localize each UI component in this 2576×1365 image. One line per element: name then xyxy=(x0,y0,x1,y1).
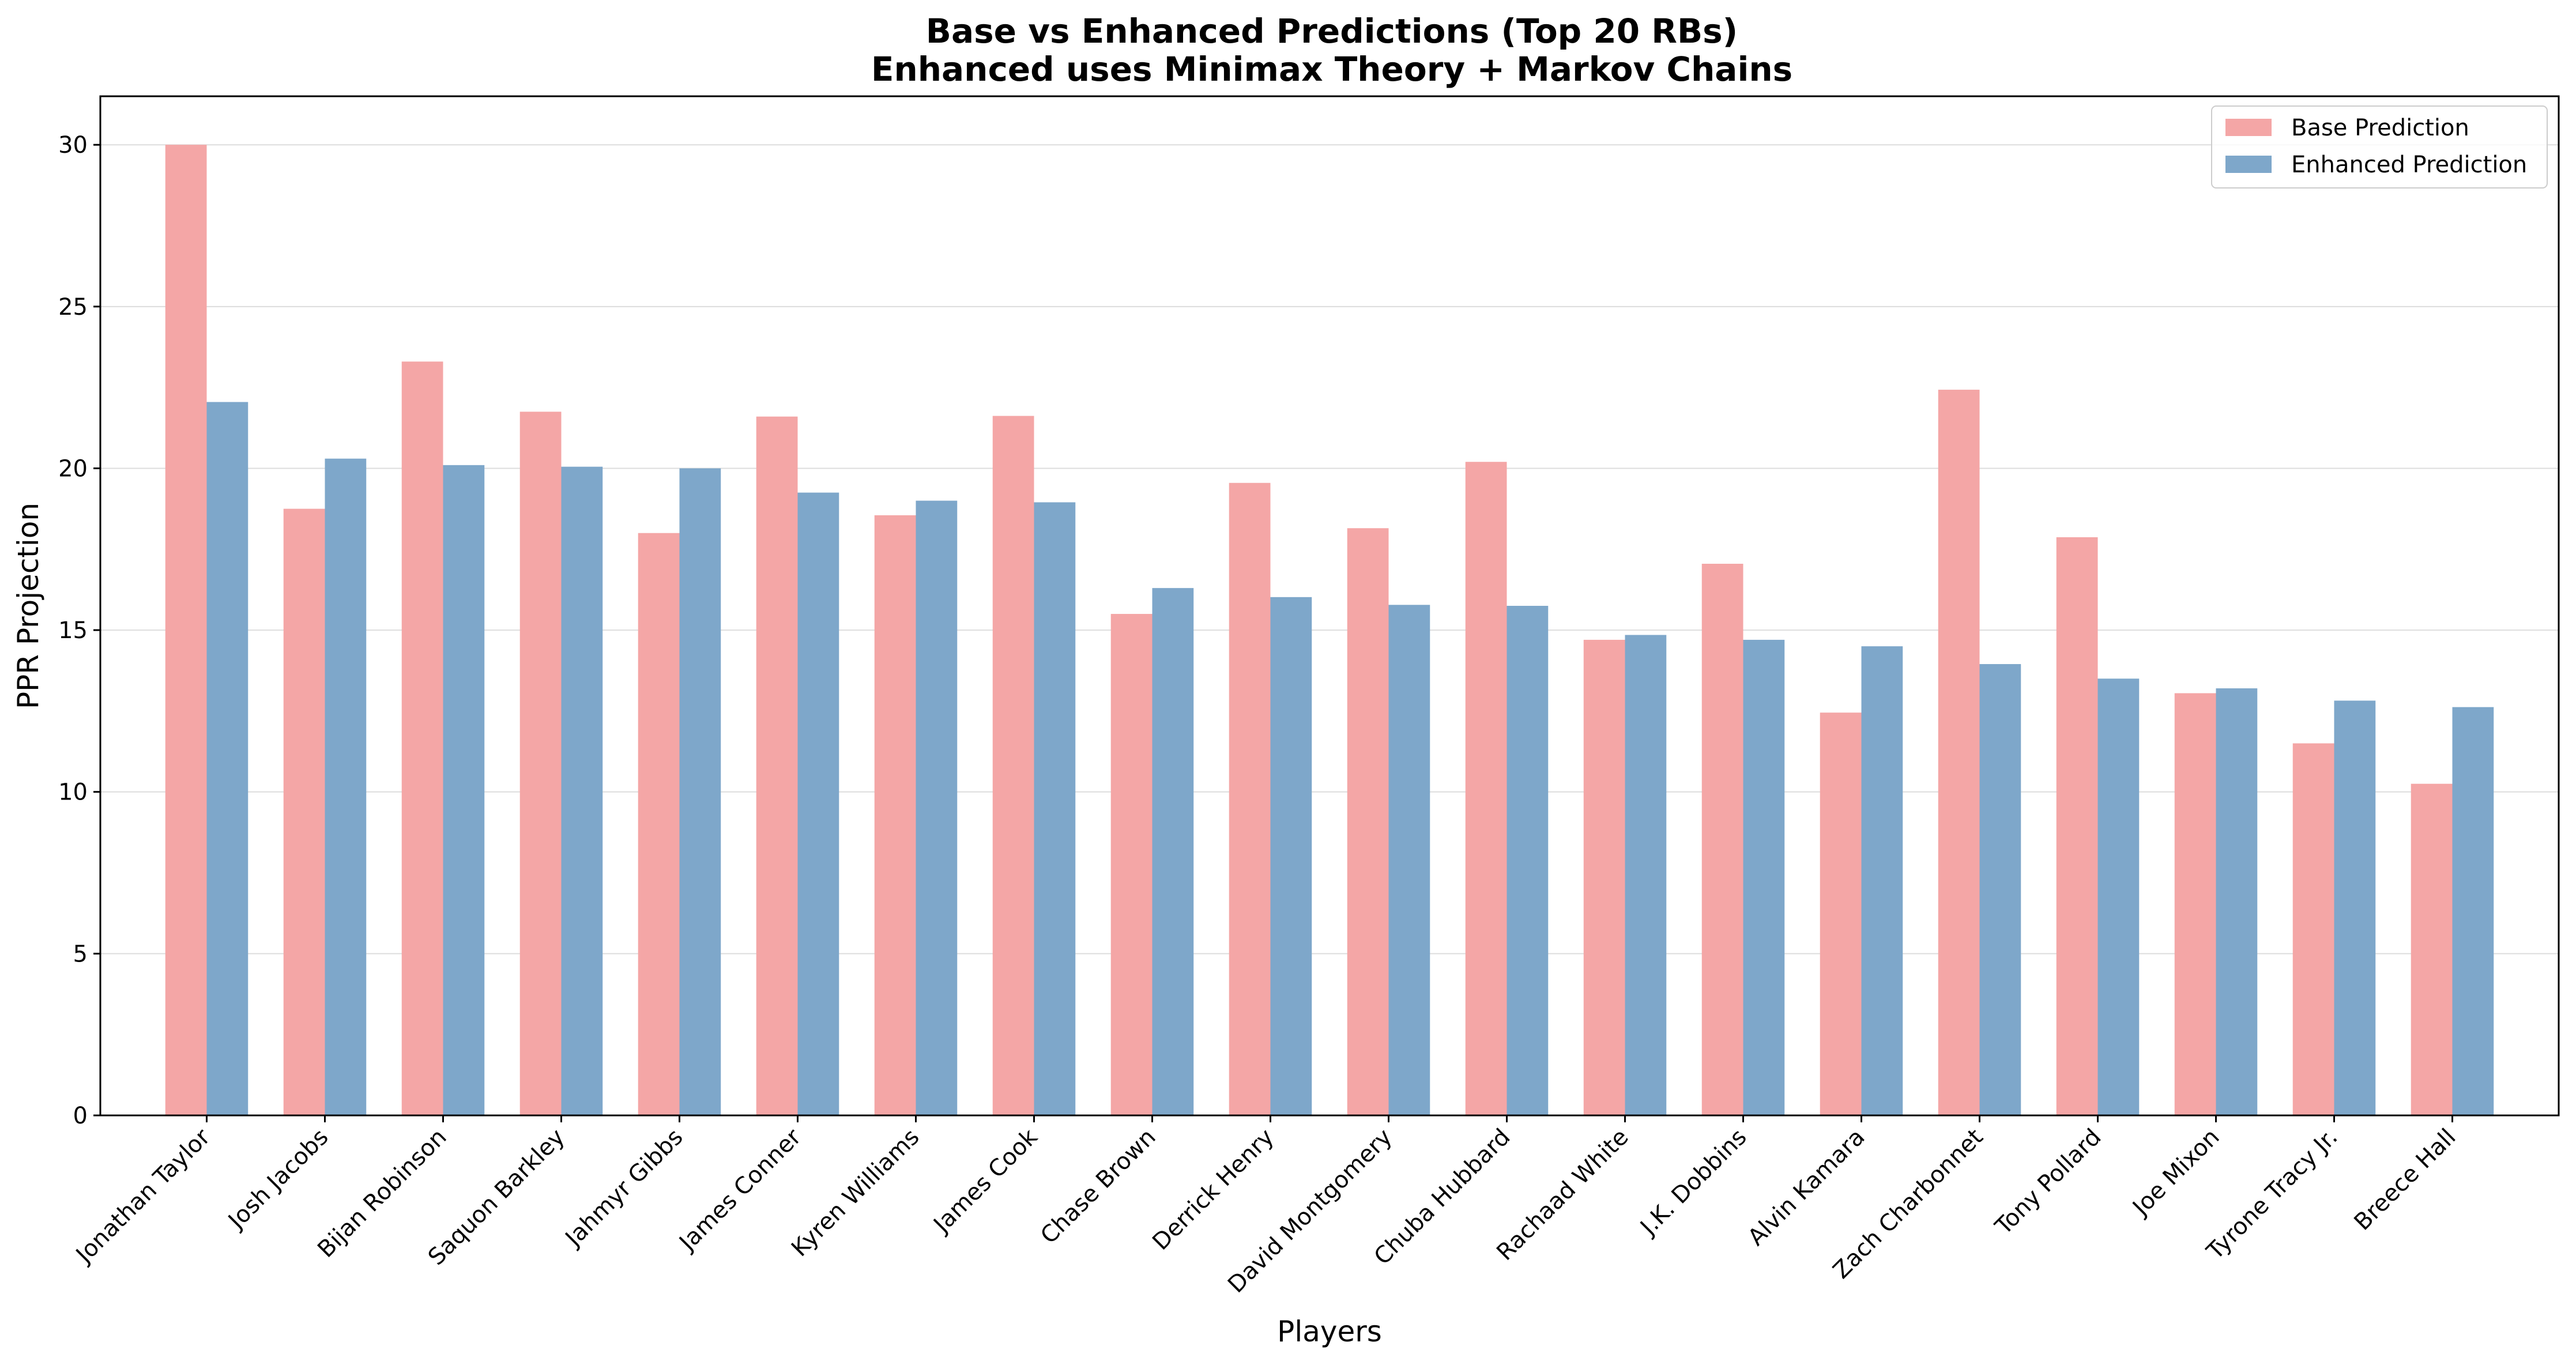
bar-enhanced xyxy=(1152,588,1194,1115)
x-tick-label: Tyrone Tracy Jr. xyxy=(2201,1124,2342,1265)
x-tick-label: Alvin Kamara xyxy=(1743,1124,1870,1251)
bar-enhanced xyxy=(1507,606,1549,1115)
legend: Base Prediction Enhanced Prediction xyxy=(2211,105,2548,188)
bar-base xyxy=(874,515,916,1115)
x-tick-label: J.K. Dobbins xyxy=(1635,1124,1752,1242)
bar-base xyxy=(638,533,680,1115)
bar-enhanced xyxy=(679,468,721,1115)
bar-base xyxy=(1938,390,1980,1115)
y-tick-label: 0 xyxy=(73,1103,88,1129)
bar-base xyxy=(2292,743,2334,1115)
bar-enhanced xyxy=(1861,646,1903,1115)
bar-enhanced xyxy=(1034,502,1076,1115)
x-tick-label: Kyren Williams xyxy=(786,1124,924,1262)
bar-enhanced xyxy=(1979,664,2021,1115)
bar-base xyxy=(519,412,562,1116)
x-tick-label: Chase Brown xyxy=(1035,1124,1161,1249)
bar-enhanced xyxy=(206,402,248,1115)
bar-base xyxy=(992,416,1034,1115)
x-tick-label: Derrick Henry xyxy=(1147,1124,1279,1255)
x-tick-label: Rachaad White xyxy=(1492,1124,1633,1266)
y-tick-label: 10 xyxy=(58,779,88,806)
y-axis-ticks: 0 5 10 15 20 25 30 xyxy=(58,132,100,1129)
bar-base xyxy=(1583,639,1625,1115)
chart-subtitle: Enhanced uses Minimax Theory + Markov Ch… xyxy=(871,50,1792,89)
x-tick-label: Jonathan Taylor xyxy=(70,1123,216,1269)
bar-base xyxy=(2411,783,2453,1115)
x-axis-label: Players xyxy=(1277,1315,1382,1348)
y-tick-label: 5 xyxy=(73,941,88,967)
bar-enhanced xyxy=(1625,635,1667,1115)
legend-label-base: Base Prediction xyxy=(2291,115,2469,141)
x-tick-label: Josh Jacobs xyxy=(222,1124,333,1235)
bar-base xyxy=(1701,564,1743,1115)
x-tick-label: Tony Pollard xyxy=(1990,1124,2106,1240)
y-tick-label: 30 xyxy=(58,132,88,159)
bar-base xyxy=(283,508,325,1115)
bar-enhanced xyxy=(1388,605,1430,1115)
bar-enhanced xyxy=(561,466,603,1115)
bar-enhanced xyxy=(443,465,485,1115)
bar-base xyxy=(1465,462,1507,1116)
bar-enhanced xyxy=(797,492,839,1115)
y-axis-label: PPR Projection xyxy=(12,503,45,709)
y-tick-label: 25 xyxy=(58,294,88,320)
bar-enhanced xyxy=(1270,597,1312,1115)
bar-enhanced xyxy=(2097,678,2140,1115)
chart-title: Base vs Enhanced Predictions (Top 20 RBs… xyxy=(926,12,1738,51)
x-tick-label: Bijan Robinson xyxy=(312,1124,451,1263)
bar-base xyxy=(756,416,798,1115)
legend-swatch-base xyxy=(2225,119,2272,136)
bar-base xyxy=(165,145,207,1116)
legend-box xyxy=(2211,105,2548,188)
x-tick-label: James Conner xyxy=(673,1123,807,1257)
plot-frame xyxy=(99,95,2560,1117)
bars xyxy=(165,145,2494,1116)
bar-enhanced xyxy=(2334,700,2376,1115)
bar-base xyxy=(1347,528,1389,1115)
y-gridlines xyxy=(100,144,2559,1116)
bar-enhanced xyxy=(2216,688,2258,1115)
bar-enhanced xyxy=(325,458,367,1115)
bar-enhanced xyxy=(1743,639,1785,1115)
x-tick-label: Joe Mixon xyxy=(2127,1124,2225,1222)
x-tick-label: Jahmyr Gibbs xyxy=(559,1124,688,1253)
bar-base xyxy=(1229,482,1271,1115)
bar-enhanced xyxy=(916,500,958,1115)
x-tick-label: Breece Hall xyxy=(2349,1124,2461,1236)
x-tick-label: James Cook xyxy=(928,1123,1043,1239)
bar-base xyxy=(1110,614,1153,1115)
bar-base xyxy=(2056,537,2098,1115)
bar-base xyxy=(1820,712,1862,1115)
y-tick-label: 20 xyxy=(58,455,88,482)
bar-base xyxy=(2174,693,2216,1115)
legend-swatch-enhanced xyxy=(2225,156,2272,173)
bar-base xyxy=(401,361,443,1116)
legend-label-enhanced: Enhanced Prediction xyxy=(2291,152,2527,178)
bar-enhanced xyxy=(2452,707,2494,1115)
y-tick-label: 15 xyxy=(58,617,88,644)
